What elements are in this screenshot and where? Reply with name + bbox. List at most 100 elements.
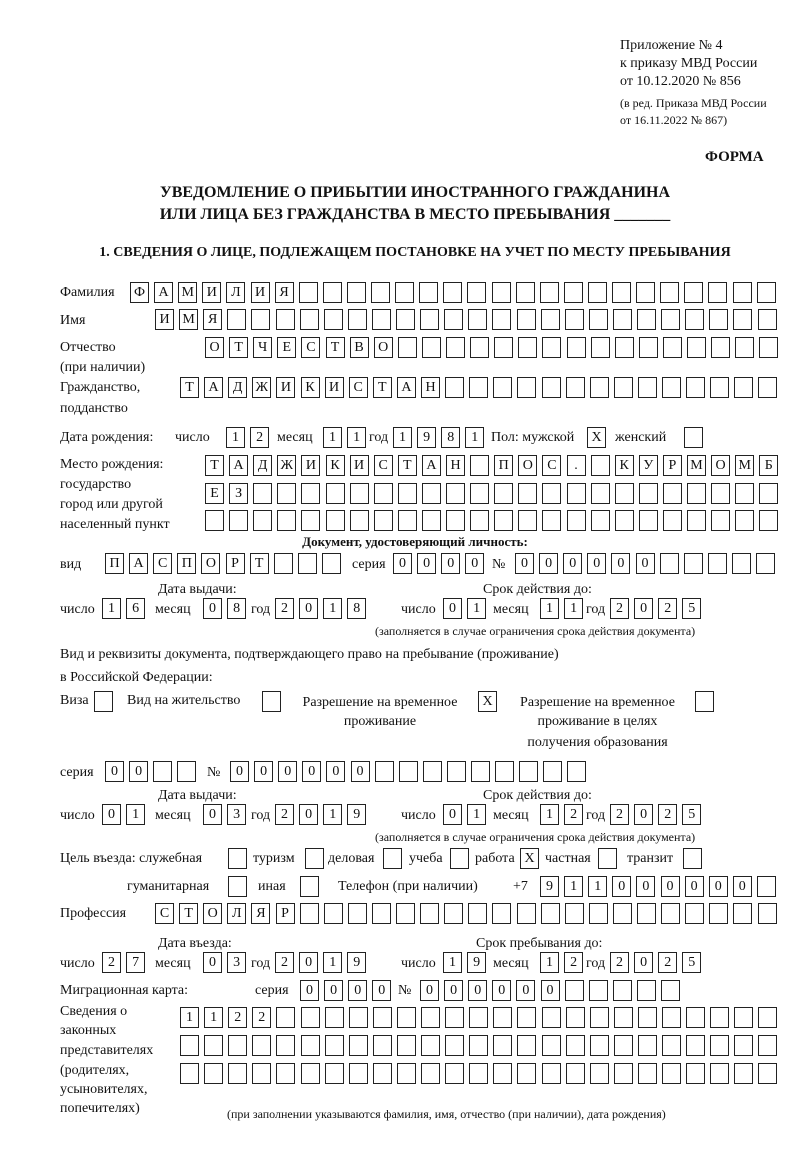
char-box[interactable]: 0 (254, 761, 274, 782)
char-box[interactable] (685, 309, 705, 330)
char-box[interactable] (613, 1063, 633, 1084)
char-box[interactable]: 9 (417, 427, 437, 448)
char-box[interactable] (519, 761, 539, 782)
char-box[interactable]: 2 (228, 1007, 248, 1028)
char-box[interactable]: И (301, 455, 321, 476)
char-box[interactable] (515, 282, 535, 303)
char-box[interactable]: 9 (467, 952, 487, 973)
char-box[interactable] (421, 510, 441, 531)
char-box[interactable] (205, 510, 224, 531)
char-box[interactable] (686, 377, 706, 398)
char-box[interactable] (445, 1063, 465, 1084)
char-box[interactable] (612, 282, 631, 303)
temp-edu-checkbox[interactable] (695, 691, 714, 712)
char-box[interactable] (470, 337, 490, 358)
char-box[interactable] (443, 282, 463, 303)
char-box[interactable] (518, 483, 538, 504)
char-box[interactable] (276, 1007, 296, 1028)
char-box[interactable] (371, 903, 391, 924)
char-box[interactable]: 1 (443, 952, 462, 973)
purpose-other-checkbox[interactable] (300, 876, 319, 897)
char-box[interactable]: 2 (610, 804, 629, 825)
char-box[interactable]: 1 (204, 1007, 224, 1028)
char-box[interactable] (347, 903, 367, 924)
char-box[interactable]: К (300, 377, 320, 398)
char-box[interactable] (469, 1007, 489, 1028)
char-box[interactable]: 1 (540, 952, 559, 973)
char-box[interactable] (589, 1007, 609, 1028)
char-box[interactable] (517, 1007, 537, 1028)
purpose-humanitarian-checkbox[interactable] (228, 876, 247, 897)
char-box[interactable]: 0 (441, 553, 461, 574)
char-box[interactable] (588, 980, 608, 1001)
char-box[interactable]: 5 (682, 804, 702, 825)
char-box[interactable]: 2 (610, 598, 629, 619)
char-box[interactable] (325, 483, 345, 504)
char-box[interactable] (566, 337, 586, 358)
char-box[interactable]: 0 (443, 804, 462, 825)
char-box[interactable] (687, 510, 706, 531)
char-box[interactable] (495, 761, 515, 782)
char-box[interactable] (298, 282, 318, 303)
char-box[interactable] (686, 1063, 706, 1084)
char-box[interactable]: Я (274, 282, 294, 303)
char-box[interactable]: 1 (465, 427, 485, 448)
char-box[interactable] (371, 282, 390, 303)
char-box[interactable]: 0 (302, 761, 322, 782)
char-box[interactable] (636, 282, 656, 303)
char-box[interactable] (734, 1063, 754, 1084)
char-box[interactable] (372, 1035, 392, 1056)
char-box[interactable] (275, 309, 295, 330)
char-box[interactable] (564, 309, 584, 330)
char-box[interactable] (374, 761, 394, 782)
char-box[interactable]: 2 (252, 1007, 272, 1028)
char-box[interactable] (734, 377, 754, 398)
char-box[interactable]: П (177, 553, 197, 574)
char-box[interactable] (638, 483, 658, 504)
char-box[interactable] (734, 1035, 754, 1056)
char-box[interactable] (565, 377, 585, 398)
char-box[interactable]: 0 (660, 876, 680, 897)
char-box[interactable]: 0 (516, 980, 536, 1001)
char-box[interactable]: 3 (227, 952, 247, 973)
char-box[interactable] (395, 282, 415, 303)
char-box[interactable] (638, 510, 658, 531)
char-box[interactable] (277, 510, 297, 531)
char-box[interactable] (614, 337, 634, 358)
char-box[interactable]: 0 (299, 952, 319, 973)
char-box[interactable]: С (373, 455, 393, 476)
char-box[interactable]: А (129, 553, 149, 574)
char-box[interactable] (396, 903, 415, 924)
char-box[interactable]: 0 (636, 876, 656, 897)
char-box[interactable] (349, 510, 369, 531)
char-box[interactable] (662, 1035, 681, 1056)
char-box[interactable]: 2 (275, 952, 294, 973)
char-box[interactable] (758, 377, 778, 398)
char-box[interactable] (252, 1063, 272, 1084)
char-box[interactable] (494, 337, 514, 358)
char-box[interactable] (422, 761, 442, 782)
char-box[interactable]: 0 (465, 553, 485, 574)
char-box[interactable] (371, 309, 391, 330)
char-box[interactable] (590, 510, 610, 531)
char-box[interactable]: 8 (227, 598, 247, 619)
char-box[interactable] (612, 980, 632, 1001)
char-box[interactable] (567, 761, 587, 782)
char-box[interactable] (493, 377, 513, 398)
char-box[interactable] (180, 1063, 199, 1084)
char-box[interactable] (564, 980, 584, 1001)
char-box[interactable]: И (324, 377, 344, 398)
char-box[interactable]: 1 (467, 598, 487, 619)
char-box[interactable]: 0 (372, 980, 392, 1001)
char-box[interactable] (373, 510, 393, 531)
char-box[interactable]: Р (225, 553, 245, 574)
char-box[interactable] (614, 510, 634, 531)
char-box[interactable]: 1 (323, 952, 343, 973)
char-box[interactable] (709, 309, 729, 330)
char-box[interactable]: М (687, 455, 706, 476)
char-box[interactable] (637, 1035, 657, 1056)
char-box[interactable]: 2 (658, 952, 678, 973)
char-box[interactable] (346, 282, 366, 303)
char-box[interactable] (613, 1035, 633, 1056)
char-box[interactable] (637, 1007, 657, 1028)
